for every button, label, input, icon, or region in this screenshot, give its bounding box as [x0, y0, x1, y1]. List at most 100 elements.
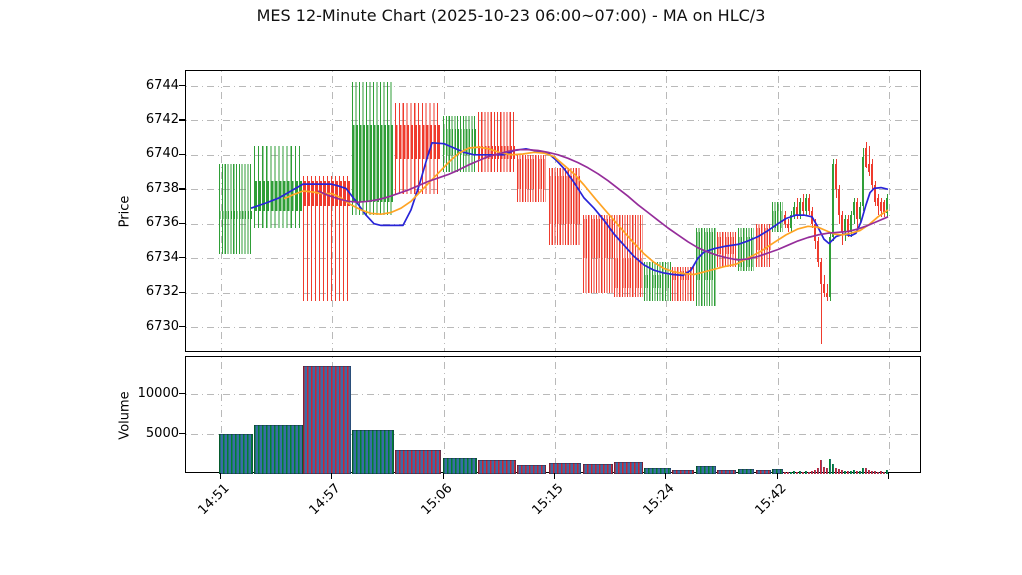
candle-body [219, 210, 253, 220]
candle-body [614, 258, 643, 289]
x-tick-mark [554, 473, 556, 479]
price-tick-label: 6732 [145, 284, 179, 300]
candle-body [820, 262, 822, 284]
candle-body [352, 124, 394, 203]
volume-bar [865, 468, 867, 474]
price-tick-mark [179, 257, 185, 259]
candle-wick [219, 163, 253, 254]
gridline-vertical [444, 71, 445, 351]
candle-body [793, 206, 795, 216]
candle-body [478, 146, 516, 160]
price-tick-mark [179, 326, 185, 328]
x-tick-label: 15:24 [640, 481, 678, 519]
candle-body [790, 215, 792, 228]
price-tick-mark [179, 222, 185, 224]
candle-body [644, 275, 671, 289]
candle-body [823, 284, 825, 293]
x-tick-label: 14:51 [195, 481, 233, 519]
candle-body [799, 202, 801, 216]
ma-mid-line [283, 146, 889, 276]
volume-tick-mark [179, 433, 185, 435]
ma-slow-line [317, 148, 889, 261]
price-tick-label: 6742 [145, 111, 179, 127]
gridline-horizontal [186, 154, 920, 156]
candle-body [826, 292, 828, 297]
volume-tick-mark [179, 393, 185, 395]
price-tick-label: 6740 [145, 146, 179, 162]
volume-bar [802, 471, 804, 474]
volume-bar [254, 425, 303, 474]
candle-body [395, 124, 441, 160]
volume-bar [868, 470, 870, 474]
candle-body [841, 215, 843, 233]
candle-body [787, 223, 789, 228]
candle-body [756, 228, 771, 250]
candle-body [883, 202, 885, 212]
x-tick-mark [888, 473, 890, 479]
candle-body [871, 163, 873, 185]
candle-body [835, 163, 837, 190]
volume-bar [844, 470, 846, 474]
volume-bar [756, 470, 771, 474]
candle-body [808, 197, 810, 211]
price-tick-mark [179, 153, 185, 156]
gridline-vertical [221, 357, 222, 472]
volume-bar [772, 469, 783, 474]
price-tick-mark [179, 188, 185, 190]
volume-bar [672, 470, 694, 474]
price-tick-mark [179, 291, 185, 293]
volume-bar [808, 471, 810, 474]
price-tick-mark [179, 119, 185, 121]
volume-bar [517, 465, 546, 474]
volume-bar [871, 470, 873, 474]
gridline-vertical [889, 71, 890, 351]
candle-body [886, 197, 888, 214]
volume-bar [796, 472, 798, 474]
candle-body [877, 197, 879, 207]
volume-bar [696, 466, 716, 474]
volume-bar [886, 470, 888, 474]
candle-body [805, 197, 807, 211]
volume-bar [717, 469, 736, 474]
volume-bar [853, 470, 855, 474]
x-tick-mark [220, 473, 222, 479]
candle-body [796, 206, 798, 216]
volume-bar [883, 471, 885, 474]
candle-body [850, 215, 852, 233]
gridline-vertical [666, 71, 667, 351]
ma-lines [250, 141, 889, 277]
volume-bar [549, 462, 581, 474]
volume-bar [874, 471, 876, 474]
volume-bar [799, 470, 801, 474]
gridline-horizontal [186, 292, 920, 294]
volume-bar [880, 471, 882, 474]
volume-bar [790, 471, 792, 474]
candle-wick [868, 146, 870, 177]
volume-bar [738, 468, 754, 474]
price-plot [185, 70, 921, 352]
gridline-horizontal [186, 434, 920, 435]
candle-body [254, 180, 303, 211]
x-tick-mark [331, 473, 333, 479]
candle-body [829, 236, 831, 297]
volume-bar [847, 471, 849, 474]
volume-bar [219, 434, 253, 474]
gridline-horizontal [186, 258, 920, 260]
gridline-vertical [889, 357, 890, 472]
price-tick-label: 6730 [145, 318, 179, 334]
volume-bar [820, 460, 822, 474]
candle-body [856, 202, 858, 220]
x-tick-label: 15:06 [418, 481, 456, 519]
candle-body [802, 202, 804, 211]
volume-bar [352, 430, 394, 474]
volume-bar [303, 366, 351, 474]
gridline-horizontal [186, 86, 920, 87]
volume-bar [805, 471, 807, 474]
price-tick-mark [179, 85, 185, 87]
volume-tick-label: 5000 [145, 425, 179, 441]
candle-body [832, 163, 834, 237]
chart-title: MES 12-Minute Chart (2025-10-23 06:00~07… [256, 6, 766, 25]
candle-body [844, 219, 846, 233]
price-tick-label: 6734 [145, 249, 179, 265]
